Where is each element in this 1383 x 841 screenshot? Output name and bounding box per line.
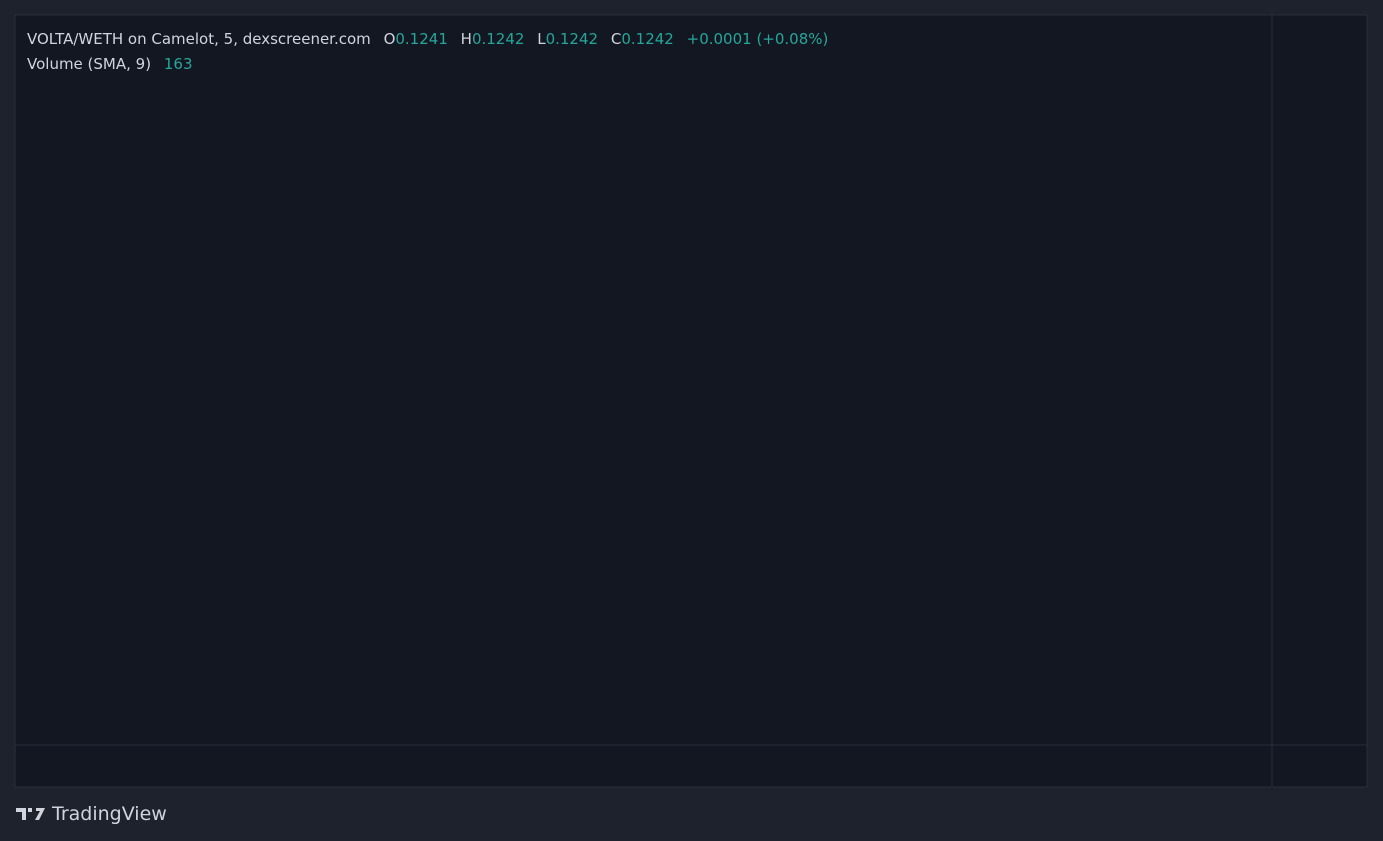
brand-text: TradingView [52,803,167,825]
open-value: 0.1241 [395,30,448,48]
high-label: H [460,30,472,48]
change-value: +0.0001 (+0.08%) [686,30,829,48]
volume-title: Volume (SMA, 9) [27,55,152,73]
volume-sma: 163 [163,55,193,73]
low-label: L [537,30,546,48]
branding[interactable]: TradingView [16,803,167,825]
close-value: 0.1242 [621,30,674,48]
brand-logo [16,808,45,820]
low-value: 0.1242 [545,30,599,48]
volume-row: Volume (SMA, 9) 163 [27,52,828,77]
legend: VOLTA/WETH on Camelot, 5, dexscreener.co… [27,27,828,77]
legend-row: VOLTA/WETH on Camelot, 5, dexscreener.co… [27,27,828,52]
symbol-title: VOLTA/WETH on Camelot, 5, dexscreener.co… [27,30,371,48]
high-value: 0.1242 [471,30,525,48]
open-label: O [383,30,396,48]
close-label: C [610,30,622,48]
chart-panel [14,14,1368,788]
